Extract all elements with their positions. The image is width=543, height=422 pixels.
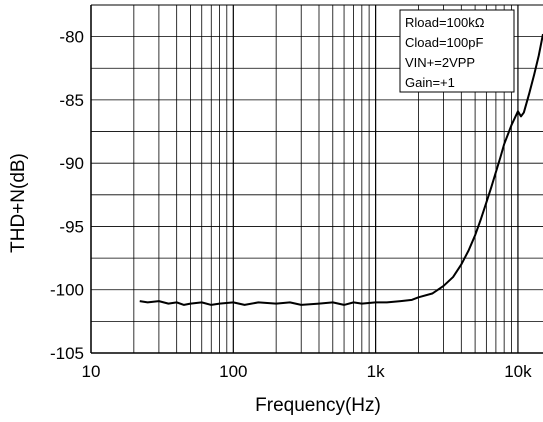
y-tick-label: -100 <box>50 281 84 300</box>
tick-labels: 10 100 1k 10k -80 -85 -90 -95 -100 -105 <box>50 28 532 381</box>
legend-vin: VIN+=2VPP <box>405 55 475 70</box>
y-axis-title: THD+N(dB) <box>8 153 29 253</box>
x-tick-label: 10 <box>82 362 101 381</box>
series-line-0 <box>139 33 543 306</box>
y-tick-label: -85 <box>59 91 84 110</box>
y-tick-label: -80 <box>59 28 84 47</box>
legend-cload: Cload=100pF <box>405 35 483 50</box>
legend: Rload=100kΩ Cload=100pF VIN+=2VPP Gain=+… <box>399 9 515 93</box>
x-tick-label: 100 <box>219 362 247 381</box>
plot-area <box>139 33 543 306</box>
legend-gain: Gain=+1 <box>405 75 455 90</box>
x-tick-label: 10k <box>504 362 532 381</box>
x-axis-title: Frequency(Hz) <box>255 395 381 416</box>
x-tick-label: 1k <box>367 362 385 381</box>
legend-frame <box>399 9 515 93</box>
y-tick-label: -95 <box>59 217 84 236</box>
y-tick-label: -90 <box>59 154 84 173</box>
y-tick-label: -105 <box>50 344 84 363</box>
legend-rload: Rload=100kΩ <box>405 15 485 30</box>
